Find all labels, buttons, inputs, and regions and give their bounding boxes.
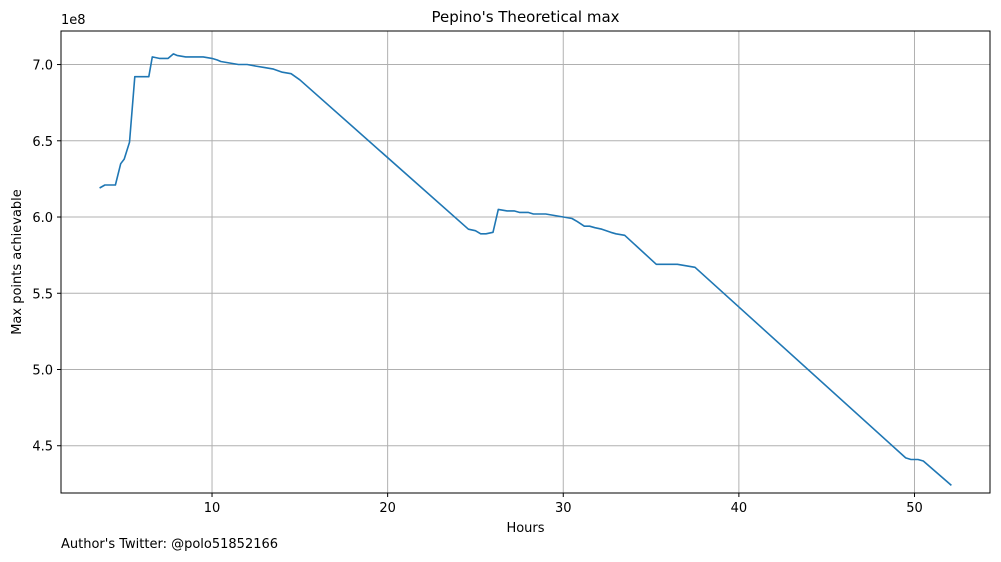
y-tick-label: 5.5 [32, 287, 53, 302]
x-axis-label: Hours [506, 521, 544, 536]
x-tick-label: 10 [204, 501, 221, 516]
x-tick-label: 20 [379, 501, 396, 516]
series-layer [99, 53, 952, 487]
y-tick-label: 5.0 [32, 363, 53, 378]
ticks: 10 20 30 40 50 4.5 5.0 5.5 6.0 6.5 7.0 [32, 59, 922, 516]
y-scale-label: 1e8 [61, 13, 86, 28]
series-line [99, 53, 952, 487]
x-tick-label: 40 [731, 501, 748, 516]
y-tick-label: 4.5 [32, 440, 53, 455]
author-twitter-note: Author's Twitter: @polo51852166 [61, 537, 279, 552]
plot-frame [60, 30, 991, 494]
x-tick-label: 30 [555, 501, 572, 516]
y-tick-label: 7.0 [32, 59, 53, 74]
y-tick-label: 6.5 [32, 135, 53, 150]
y-tick-label: 6.0 [32, 211, 53, 226]
y-axis-label: Max points achievable [10, 189, 25, 335]
chart-title: Pepino's Theoretical max [431, 8, 619, 26]
x-tick-label: 50 [906, 501, 923, 516]
grid [61, 31, 990, 493]
